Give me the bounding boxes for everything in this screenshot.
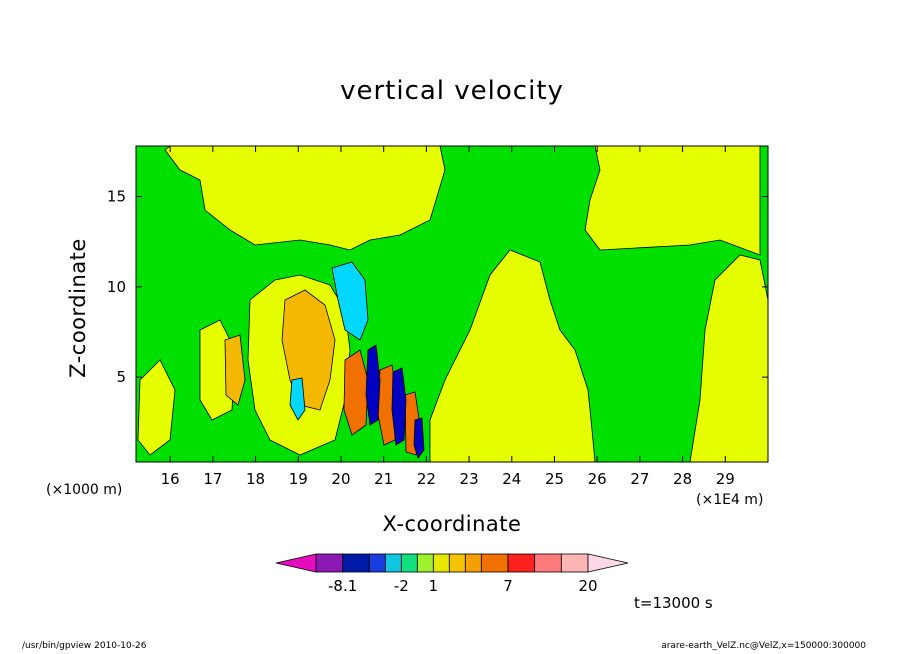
- y-axis-ticks: 5 10 15: [107, 188, 768, 386]
- colorbar: -8.1 -2 1 7 20: [275, 553, 629, 595]
- colorbar-segment: [315, 553, 344, 573]
- colorbar-min-arrow: [275, 553, 317, 573]
- colorbar-segment: [560, 553, 589, 573]
- yellow-region-center: [429, 249, 596, 462]
- plot-frame: [135, 145, 769, 463]
- x-tick-label: 16: [161, 470, 180, 488]
- colorbar-segment: [534, 553, 562, 573]
- colorbar-segment: [464, 553, 482, 573]
- footer-left: /usr/bin/gpview 2010-10-26: [22, 641, 147, 651]
- yellow-region-right: [689, 254, 768, 462]
- x-tick-label: 24: [502, 470, 521, 488]
- y-tick-label: 15: [107, 188, 126, 206]
- y-tick-label: 5: [116, 368, 126, 386]
- x-tick-label: 29: [716, 470, 735, 488]
- time-annotation: t=13000 s: [634, 594, 713, 612]
- blue-region-1: [365, 344, 381, 426]
- colorbar-segment: [507, 553, 536, 573]
- blue-region-2: [391, 367, 407, 446]
- x-axis-ticks: 16 17 18 19 20 21 22 23 24 25 26 27 28 29: [161, 146, 735, 488]
- x-tick-label: 21: [374, 470, 393, 488]
- x-tick-label: 26: [588, 470, 607, 488]
- orange-strong-1: [343, 349, 369, 436]
- y-tick-label: 10: [107, 278, 126, 296]
- cyan-region-1: [331, 261, 369, 341]
- x-tick-label: 23: [460, 470, 479, 488]
- x-tick-label: 17: [203, 470, 222, 488]
- colorbar-segment: [368, 553, 386, 573]
- orange-region-2: [224, 334, 246, 406]
- yellow-blob-left: [137, 359, 176, 456]
- colorbar-segment: [400, 553, 418, 573]
- x-tick-label: 19: [289, 470, 308, 488]
- yellow-region-right-top: [584, 146, 761, 256]
- footer-right: arare-earth_VelZ.nc@VelZ,x=150000:300000: [661, 641, 866, 651]
- colorbar-segment: [480, 553, 509, 573]
- blue-region-3: [413, 417, 425, 459]
- contour-field: [136, 146, 768, 462]
- cyan-region-2: [289, 377, 306, 421]
- colorbar-label: -8.1: [328, 577, 357, 595]
- colorbar-segment: [384, 553, 402, 573]
- x-tick-label: 25: [545, 470, 564, 488]
- x-unit-left: (×1000 m): [46, 482, 123, 498]
- colorbar-label: -2: [394, 577, 409, 595]
- x-tick-label: 22: [417, 470, 436, 488]
- colorbar-max-arrow: [587, 553, 629, 573]
- colorbar-segment: [342, 553, 370, 573]
- colorbar-segment: [432, 553, 450, 573]
- x-unit-right: (×1E4 m): [696, 492, 764, 508]
- colorbar-segment: [416, 553, 434, 573]
- x-tick-label: 27: [630, 470, 649, 488]
- colorbar-label: 7: [503, 577, 513, 595]
- colorbar-label: 20: [578, 577, 597, 595]
- x-tick-label: 28: [673, 470, 692, 488]
- colorbar-label: 1: [429, 577, 439, 595]
- chart-title: vertical velocity: [340, 76, 564, 106]
- x-tick-label: 20: [331, 470, 350, 488]
- yellow-region-top: [164, 146, 446, 251]
- colorbar-segment: [448, 553, 466, 573]
- x-axis-label: X-coordinate: [382, 512, 522, 536]
- x-tick-label: 18: [246, 470, 265, 488]
